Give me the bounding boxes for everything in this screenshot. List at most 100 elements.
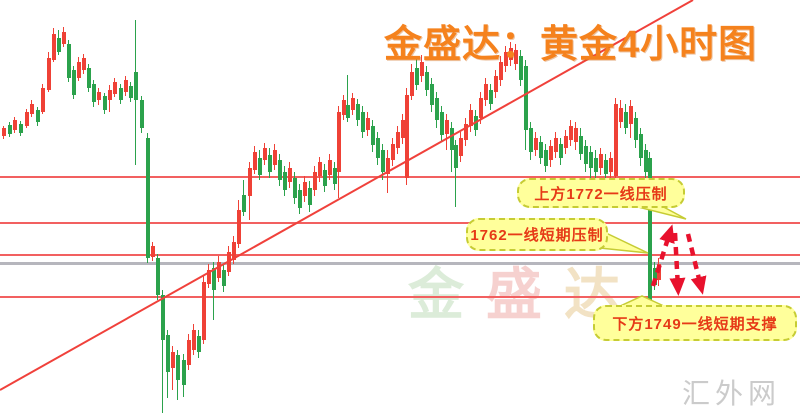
annotation-text: 1762一线短期压制 [470, 227, 604, 244]
candle [346, 105, 350, 118]
candle [381, 150, 385, 172]
candle [2, 128, 6, 136]
candle [151, 246, 155, 257]
candle [351, 98, 355, 110]
forecast-arrow [685, 233, 707, 295]
candle [396, 132, 400, 148]
candle [268, 155, 272, 172]
candle [30, 104, 34, 114]
candle [232, 242, 236, 260]
candle [529, 128, 533, 152]
candle [445, 120, 449, 134]
candle [584, 146, 588, 164]
price-line-1749 [0, 296, 800, 298]
candle [108, 90, 112, 100]
candle [207, 270, 211, 284]
candle [337, 112, 341, 172]
candle [356, 104, 360, 120]
candle [604, 160, 608, 174]
candle [119, 88, 123, 100]
candle [25, 112, 29, 126]
candle [187, 340, 191, 365]
candle [549, 146, 553, 160]
candle [217, 262, 221, 278]
candle [420, 62, 424, 76]
candle [464, 124, 468, 140]
candle [366, 118, 370, 130]
candle [430, 84, 434, 105]
candle [524, 66, 528, 130]
candle [237, 210, 241, 244]
candle [624, 112, 628, 128]
candle [212, 268, 216, 290]
candle [62, 32, 66, 44]
candle [371, 126, 375, 145]
candle [519, 56, 523, 80]
candle [288, 168, 292, 182]
candle [41, 88, 45, 112]
candle [450, 128, 454, 150]
candle [283, 172, 287, 190]
price-line-1762 [0, 222, 800, 224]
candle-wick [162, 290, 163, 413]
candle [273, 150, 277, 165]
candle [629, 106, 633, 124]
candle [278, 160, 282, 180]
candle-wick [455, 140, 456, 207]
candle [103, 96, 107, 110]
candle [263, 148, 267, 160]
candle [634, 118, 638, 140]
candle [391, 144, 395, 160]
candle [134, 72, 138, 100]
candle [469, 110, 473, 126]
watermark: 金盛达 [408, 250, 642, 331]
candle [57, 38, 61, 52]
candle [197, 336, 201, 352]
candle [599, 154, 603, 168]
candle [509, 48, 513, 60]
price-line-1772 [0, 176, 800, 178]
candle [140, 100, 144, 128]
candle [454, 145, 458, 168]
candle [415, 68, 419, 85]
candle [156, 258, 160, 295]
candle [72, 70, 76, 95]
annotation-text: 下方1749一线短期支撑 [612, 315, 778, 333]
price-line [0, 262, 800, 265]
candle [459, 138, 463, 156]
candle [499, 62, 503, 80]
candle [328, 160, 332, 175]
candle [405, 95, 409, 178]
candle [401, 120, 405, 138]
candle [298, 190, 302, 208]
candle [489, 90, 493, 104]
candle [293, 178, 297, 198]
candle [333, 168, 337, 184]
candle [161, 295, 165, 340]
candle [440, 112, 444, 135]
candle [574, 128, 578, 142]
candle [342, 100, 346, 115]
candle [47, 58, 51, 90]
candle [594, 158, 598, 172]
candle [97, 92, 101, 100]
candle [308, 188, 312, 205]
candle [589, 152, 593, 168]
trend-line [0, 0, 694, 391]
watermark-char: 盛 [486, 263, 564, 326]
candle [92, 84, 96, 102]
candle [435, 98, 439, 120]
annotation-resistance-1762: 1762一线短期压制 [466, 218, 608, 251]
page-title: 金盛达：黄金4小时图 [384, 24, 758, 66]
candle [479, 98, 483, 118]
candle [653, 268, 657, 285]
candle [644, 150, 648, 172]
candle [534, 138, 538, 150]
candle [425, 72, 429, 90]
candle [361, 112, 365, 132]
candle [113, 82, 117, 94]
candle [323, 170, 327, 186]
watermark-char: 金 [408, 263, 486, 326]
